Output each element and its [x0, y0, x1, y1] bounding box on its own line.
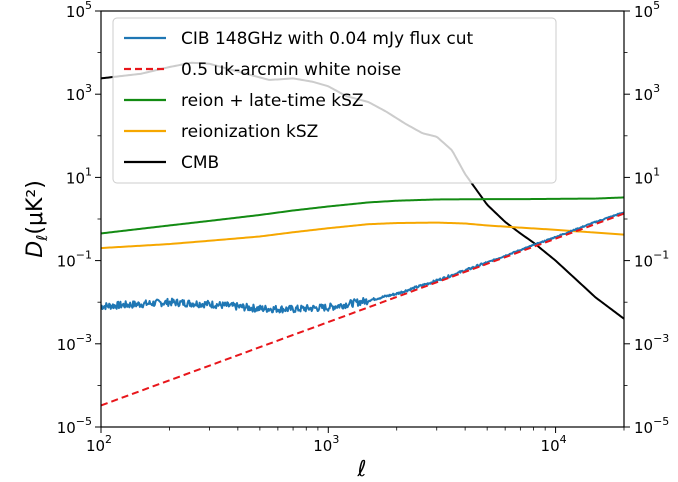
- y-axis-label: Dℓ(μK²): [23, 180, 51, 258]
- y-tick-label-right: 10−1: [634, 249, 669, 271]
- ticks-layer: 102 103 104 10−5 10−5 10−3 10−3 10−1 10−1 101 101 1…: [57, 0, 670, 455]
- x-tick-label: 102: [86, 433, 112, 455]
- y-tick-label-left: 105: [66, 0, 92, 21]
- legend-label-reion-late-time-ksz: reion + late-time kSZ: [181, 91, 364, 111]
- y-tick-label-right: 103: [634, 82, 660, 104]
- y-tick-label-left: 10−5: [57, 415, 92, 437]
- y-tick-label-left: 101: [66, 165, 92, 187]
- x-tick-label: 104: [541, 433, 567, 455]
- legend-label-cmb: CMB: [181, 153, 219, 173]
- legend-label-reionization-ksz: reionization kSZ: [181, 122, 318, 142]
- y-tick-label-right: 10−3: [634, 332, 669, 354]
- series-line-reion-late-time-ksz: [101, 196, 624, 235]
- y-tick-label-left: 103: [66, 82, 92, 104]
- legend-label-0-5-uk-arcmin-white-noise: 0.5 uk-arcmin white noise: [181, 60, 401, 80]
- y-axis-label-rest: (μK²): [23, 180, 48, 234]
- y-tick-label-right: 105: [634, 0, 660, 21]
- y-tick-label-left: 10−3: [57, 332, 92, 354]
- y-axis-label-main: D: [23, 241, 48, 258]
- y-tick-label-right: 101: [634, 165, 660, 187]
- series-line-cib-148ghz-with-0-04-mjy-flux-cut: [101, 211, 624, 314]
- legend-box: [112, 17, 557, 184]
- x-axis-label: ℓ: [356, 457, 366, 482]
- series-line-0-5-uk-arcmin-white-noise: [101, 212, 624, 407]
- x-tick-label: 103: [313, 433, 339, 455]
- y-axis-label-sub: ℓ: [33, 235, 51, 242]
- y-tick-label-left: 10−1: [57, 249, 92, 271]
- legend-label-cib-148ghz-with-0-04-mjy-flux-cut: CIB 148GHz with 0.04 mJy flux cut: [181, 29, 474, 49]
- series-line-reionization-ksz: [101, 221, 624, 250]
- legend: CIB 148GHz with 0.04 mJy flux cut 0.5 uk-…: [112, 17, 557, 184]
- y-tick-label-right: 10−5: [634, 415, 669, 437]
